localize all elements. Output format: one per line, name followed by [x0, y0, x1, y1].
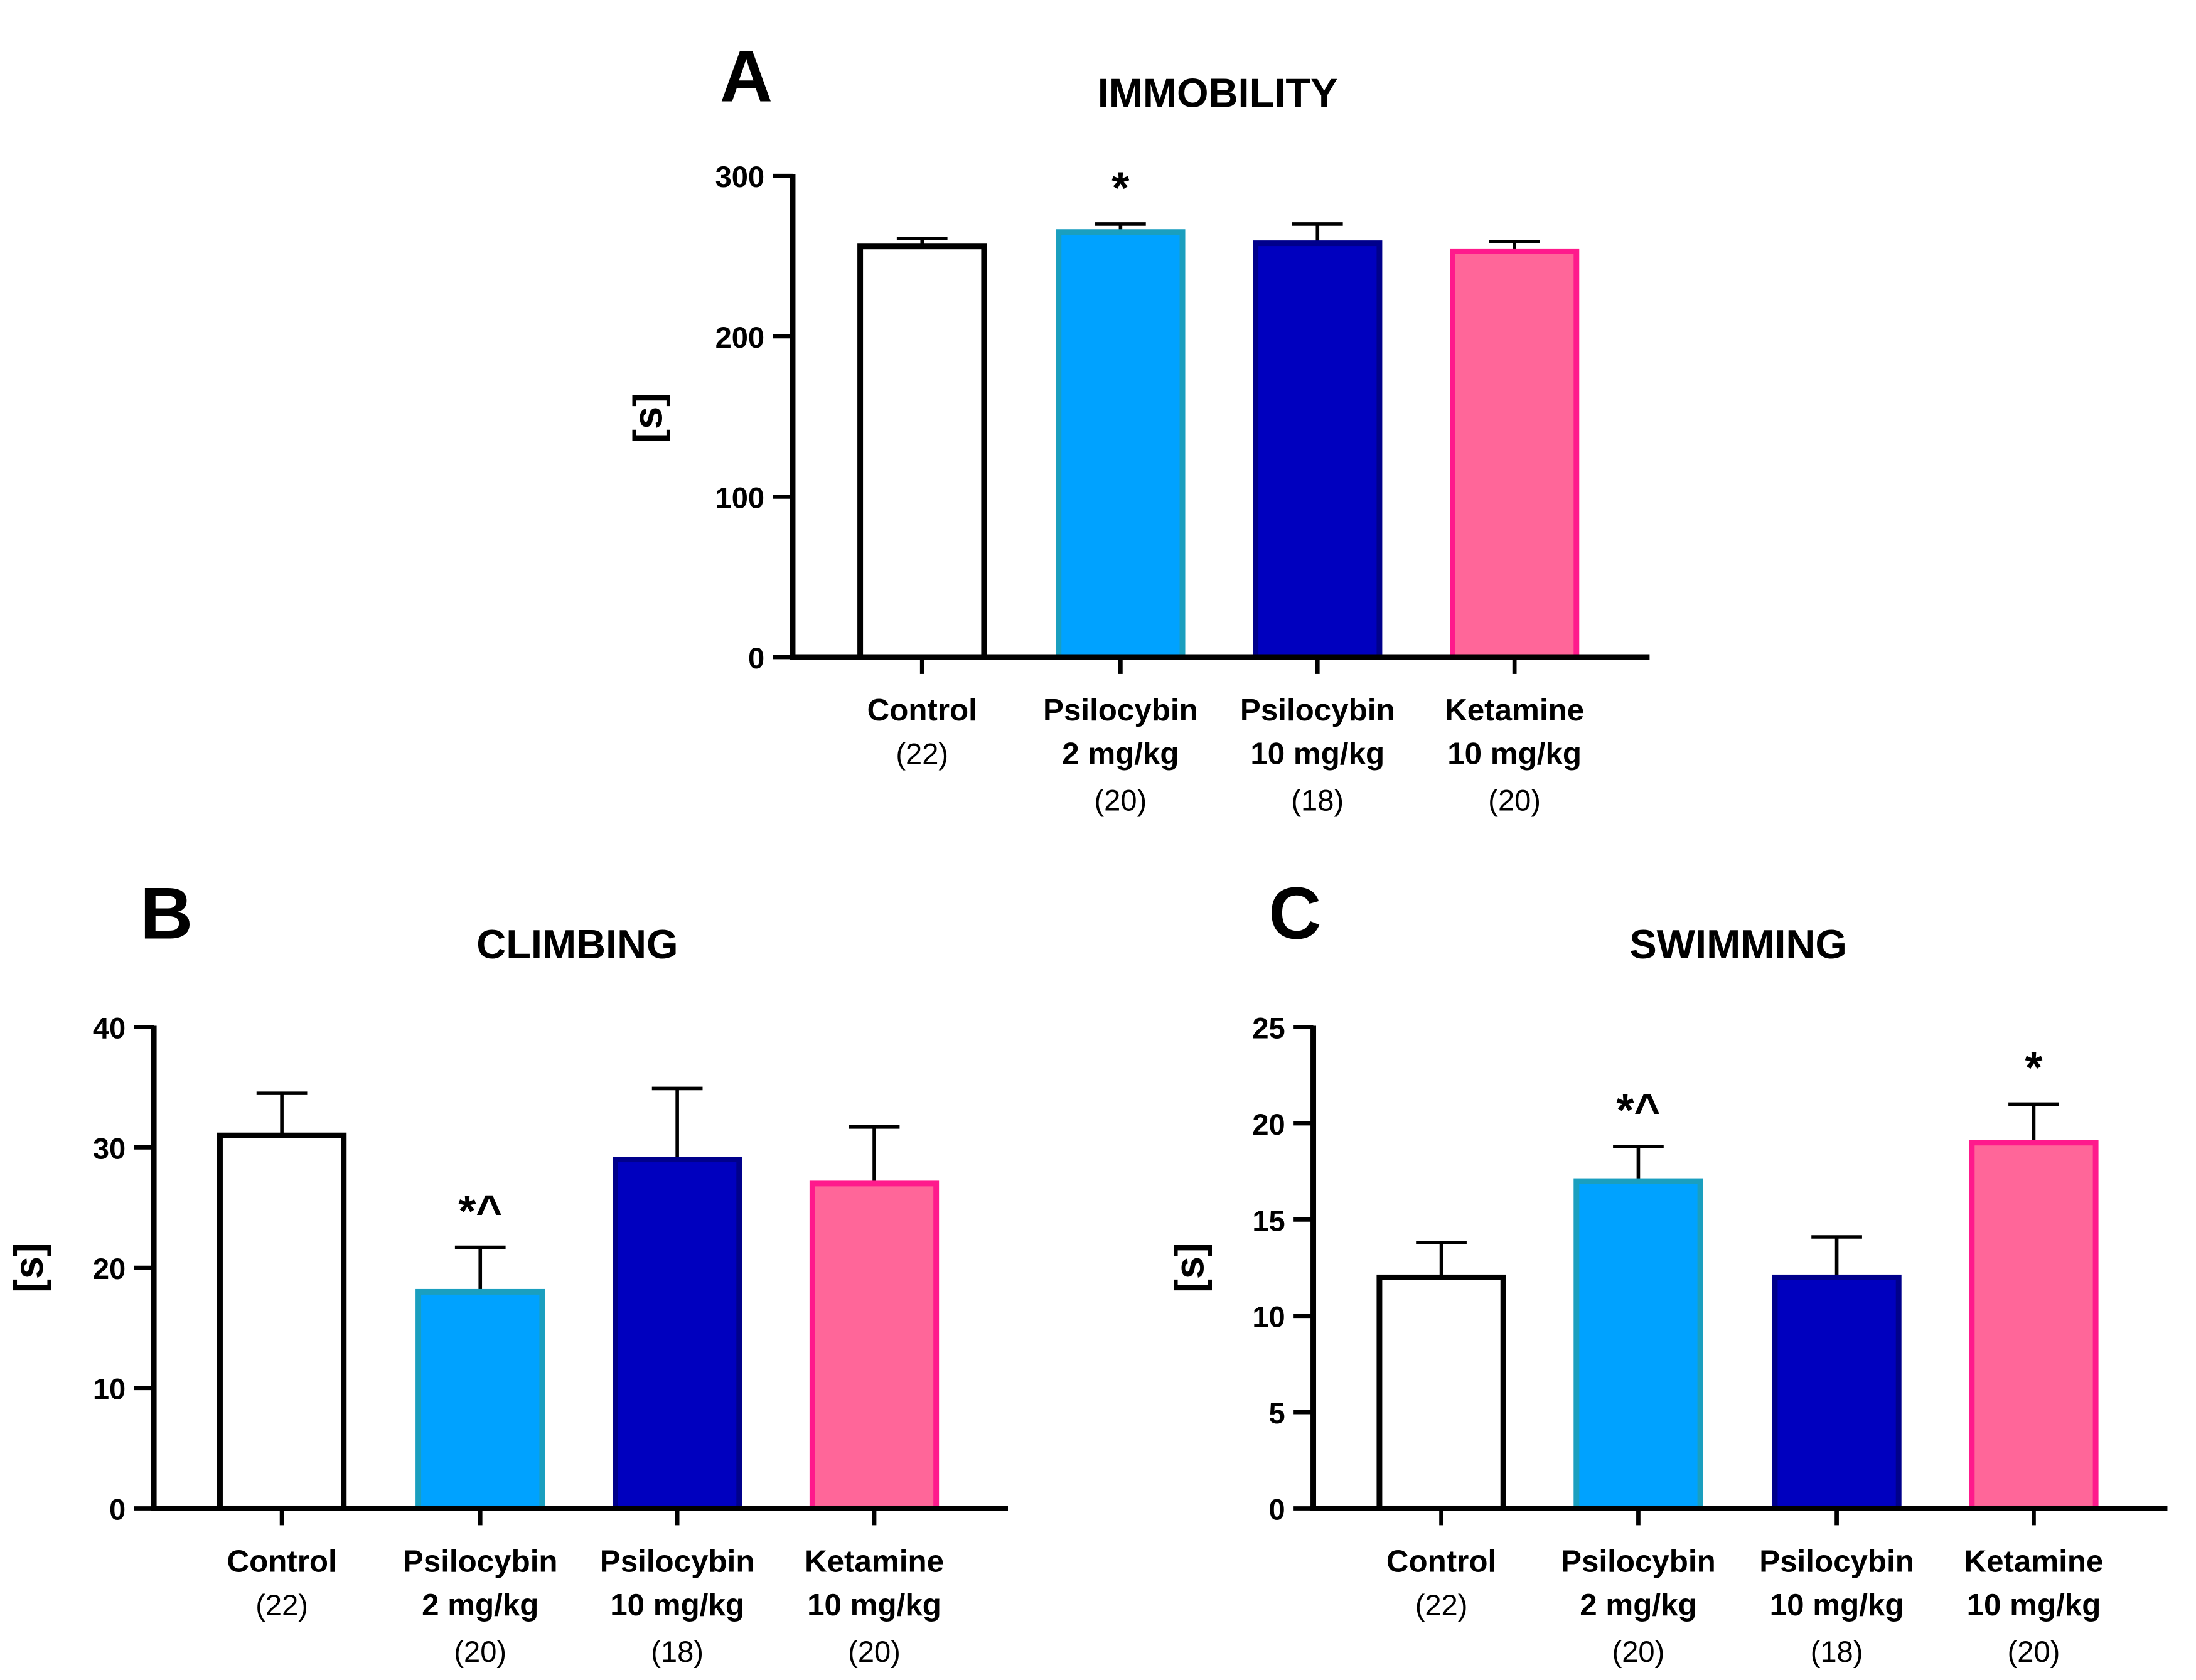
category-label: 2 mg/kg	[1580, 1588, 1696, 1622]
bar	[1772, 1274, 1902, 1511]
bar	[1969, 1140, 2099, 1511]
significance-marker: *^	[458, 1186, 502, 1236]
y-tick-label: 30	[93, 1132, 126, 1165]
category-label: Psilocybin	[1043, 693, 1198, 727]
bar	[1056, 229, 1186, 660]
panel-letter: C	[1268, 872, 1321, 954]
category-label: Control	[867, 693, 977, 727]
y-axis-label: [s]	[1167, 1243, 1213, 1292]
category-label: 10 mg/kg	[610, 1588, 744, 1622]
category-label: Psilocybin	[403, 1544, 558, 1578]
sample-size-label: (22)	[1415, 1588, 1468, 1622]
sample-size-label: (20)	[848, 1635, 901, 1668]
bar	[857, 243, 987, 660]
sample-size-label: (20)	[1488, 783, 1541, 816]
sample-size-label: (20)	[2008, 1635, 2060, 1668]
category-label: Psilocybin	[600, 1544, 755, 1578]
bar	[612, 1157, 742, 1511]
category-label: 10 mg/kg	[807, 1588, 941, 1622]
y-tick-label: 0	[109, 1492, 126, 1526]
category-label: 2 mg/kg	[1062, 736, 1179, 771]
panel-letter: B	[140, 872, 193, 954]
category-label: 10 mg/kg	[1967, 1588, 2101, 1622]
category-label: Control	[227, 1544, 336, 1578]
category-label: 10 mg/kg	[1250, 736, 1385, 771]
bar	[1376, 1274, 1506, 1511]
category-label: 10 mg/kg	[1770, 1588, 1904, 1622]
y-tick-label: 25	[1252, 1012, 1285, 1045]
y-tick-label: 20	[1252, 1108, 1285, 1141]
chart-title: IMMOBILITY	[1098, 70, 1338, 115]
category-label: Psilocybin	[1561, 1544, 1716, 1578]
significance-marker: *	[2025, 1043, 2042, 1093]
y-tick-label: 20	[93, 1252, 126, 1285]
y-axis-label: [s]	[624, 393, 670, 442]
sample-size-label: (18)	[651, 1635, 704, 1668]
category-label: Control	[1386, 1544, 1496, 1578]
bar	[415, 1288, 545, 1511]
category-label: Ketamine	[805, 1544, 944, 1578]
sample-size-label: (22)	[255, 1588, 308, 1622]
panel-a: A IMMOBILITY [s] Control (22) * Psilocybin 2 mg…	[624, 35, 1650, 816]
y-tick-label: 200	[715, 321, 765, 354]
y-tick-label: 100	[715, 481, 765, 514]
bar	[1573, 1178, 1703, 1511]
y-tick-label: 10	[1252, 1300, 1285, 1334]
chart-title: CLIMBING	[476, 921, 678, 967]
sample-size-label: (18)	[1811, 1635, 1863, 1668]
category-label: Ketamine	[1445, 693, 1584, 727]
sample-size-label: (18)	[1291, 783, 1344, 816]
bar	[217, 1132, 347, 1511]
category-label: Psilocybin	[1759, 1544, 1914, 1578]
sample-size-label: (20)	[454, 1635, 506, 1668]
category-label: Psilocybin	[1240, 693, 1395, 727]
panel-c: C SWIMMING [s] Control (22) *^ Psilocybin 2 mg/…	[1167, 872, 2168, 1668]
significance-marker: *	[1111, 163, 1129, 213]
sample-size-label: (20)	[1612, 1635, 1665, 1668]
category-label: 2 mg/kg	[422, 1588, 538, 1622]
sample-size-label: (20)	[1095, 783, 1147, 816]
bar	[1450, 248, 1580, 660]
category-label: 10 mg/kg	[1447, 736, 1582, 771]
y-tick-label: 0	[748, 641, 764, 675]
panel-b: B CLIMBING [s] Control (22) *^ Psilocybin 2 mg/…	[6, 872, 1009, 1668]
bar	[1253, 240, 1383, 660]
bar	[809, 1180, 940, 1511]
y-axis-label: [s]	[6, 1243, 51, 1292]
significance-marker: *^	[1617, 1085, 1661, 1135]
y-tick-label: 15	[1252, 1204, 1285, 1237]
y-tick-label: 0	[1269, 1492, 1285, 1526]
y-tick-label: 40	[93, 1012, 126, 1045]
category-label: Ketamine	[1964, 1544, 2103, 1578]
y-tick-label: 5	[1269, 1396, 1285, 1430]
sample-size-label: (22)	[896, 737, 948, 770]
y-tick-label: 300	[715, 160, 765, 193]
panel-letter: A	[720, 35, 773, 117]
chart-title: SWIMMING	[1629, 921, 1847, 967]
y-tick-label: 10	[93, 1372, 126, 1406]
